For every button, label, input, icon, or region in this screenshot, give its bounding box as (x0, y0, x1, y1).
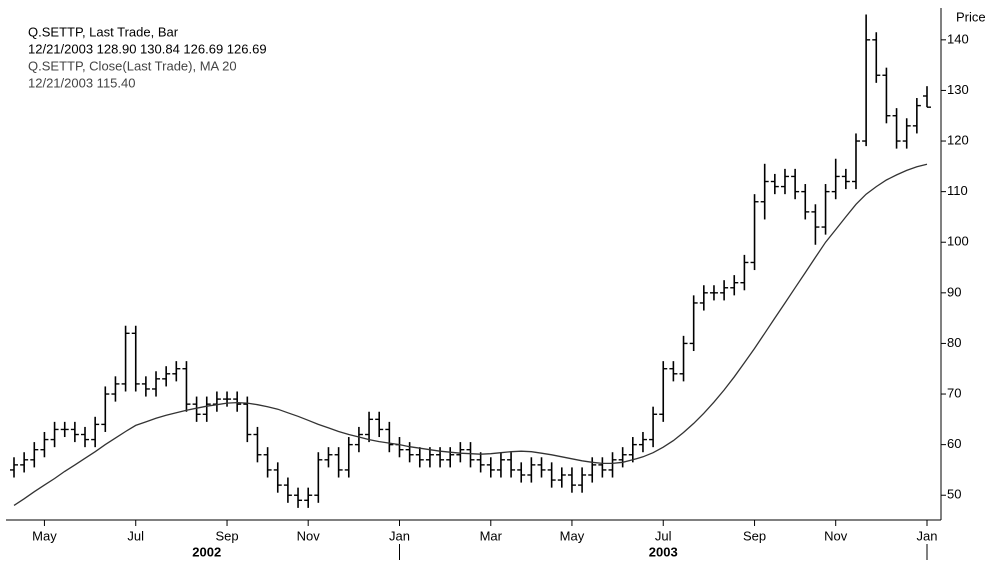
y-tick-label: 50 (947, 487, 961, 502)
legend-line: 12/21/2003 115.40 (28, 75, 135, 90)
chart: Price Q.SETTP, Last Trade, Bar 12/21/200… (0, 0, 999, 562)
x-tick-label: Jul (655, 528, 672, 543)
y-tick-label: 110 (947, 183, 968, 198)
y-tick-label: 120 (947, 132, 969, 147)
x-tick-label: May (32, 528, 57, 543)
page: Price Q.SETTP, Last Trade, Bar 12/21/200… (0, 0, 999, 562)
x-tick-label: Nov (297, 528, 321, 543)
x-tick-label: May (560, 528, 585, 543)
y-tick-label: 140 (947, 31, 969, 46)
y-axis-label: Price (956, 9, 986, 24)
year-label: 2003 (649, 544, 678, 559)
legend-line: Q.SETTP, Last Trade, Bar (28, 24, 179, 39)
y-tick-label: 90 (947, 284, 961, 299)
background (0, 0, 999, 562)
year-label: 2002 (192, 544, 221, 559)
y-tick-label: 80 (947, 335, 961, 350)
x-tick-label: Jul (127, 528, 144, 543)
y-tick-label: 60 (947, 436, 961, 451)
y-tick-label: 70 (947, 385, 961, 400)
x-tick-label: Sep (215, 528, 238, 543)
x-tick-label: Sep (743, 528, 766, 543)
x-tick-label: Nov (824, 528, 848, 543)
y-tick-label: 100 (947, 234, 969, 249)
x-tick-label: Jan (389, 528, 410, 543)
x-tick-label: Jan (917, 528, 938, 543)
y-tick-label: 130 (947, 82, 969, 97)
legend-line: 12/21/2003 128.90 130.84 126.69 126.69 (28, 41, 267, 56)
x-tick-label: Mar (480, 528, 503, 543)
legend-line: Q.SETTP, Close(Last Trade), MA 20 (28, 58, 237, 73)
